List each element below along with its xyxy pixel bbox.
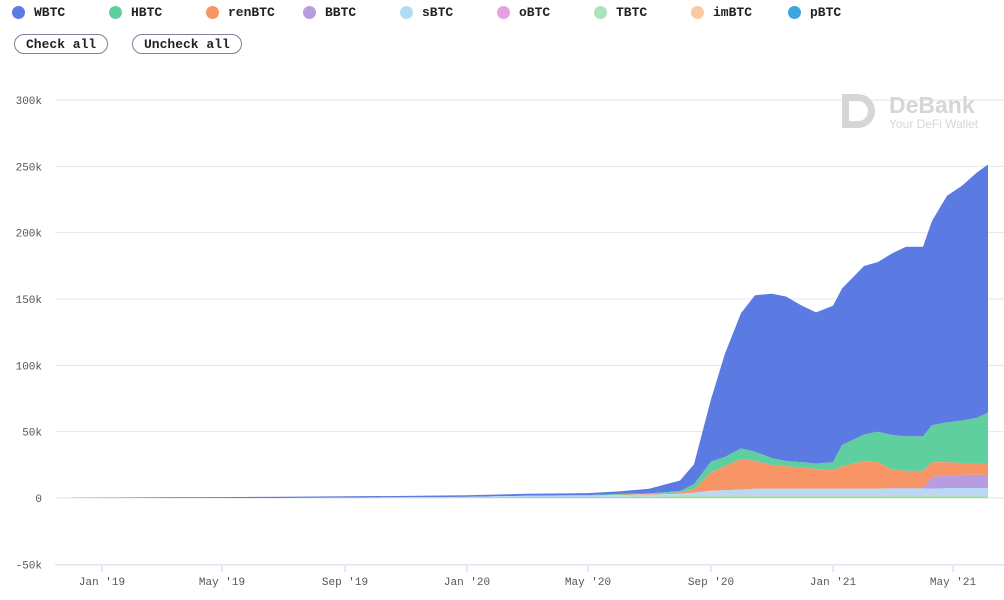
area-wbtc[interactable] — [71, 164, 988, 499]
watermark-brand: DeBank — [889, 92, 975, 118]
legend-dot-icon — [594, 6, 607, 19]
legend-label: imBTC — [713, 5, 753, 20]
legend-dot-icon — [109, 6, 122, 19]
x-tick-label: May '19 — [199, 577, 245, 589]
legend-label: HBTC — [131, 5, 163, 20]
x-tick-label: May '21 — [930, 577, 977, 589]
legend-item-renbtc[interactable]: renBTC — [206, 5, 275, 20]
legend-dot-icon — [303, 6, 316, 19]
y-tick-label: 100k — [16, 361, 43, 373]
y-tick-label: 250k — [16, 162, 43, 174]
legend-dot-icon — [691, 6, 704, 19]
x-tick-label: Sep '19 — [322, 577, 368, 589]
legend-label: renBTC — [228, 5, 275, 20]
x-tick-label: Sep '20 — [688, 577, 734, 589]
x-tick-label: Jan '21 — [810, 577, 857, 589]
area-imbtc[interactable] — [71, 497, 988, 498]
legend-item-hbtc[interactable]: HBTC — [109, 5, 162, 20]
check-all-button[interactable]: Check all — [14, 34, 109, 54]
legend-item-bbtc[interactable]: BBTC — [303, 5, 356, 20]
y-tick-label: 0 — [35, 494, 42, 506]
y-tick-label: 200k — [16, 229, 43, 241]
legend-dot-icon — [400, 6, 413, 19]
legend-item-imbtc[interactable]: imBTC — [691, 5, 752, 20]
y-tick-label: 300k — [16, 96, 43, 108]
legend-item-wbtc[interactable]: WBTC — [12, 5, 65, 20]
y-tick-label: -50k — [16, 560, 43, 572]
legend-dot-icon — [497, 6, 510, 19]
legend-label: WBTC — [34, 5, 66, 20]
legend-dot-icon — [12, 6, 25, 19]
legend-label: sBTC — [422, 5, 454, 20]
y-tick-label: 150k — [16, 295, 43, 307]
legend-item-sbtc[interactable]: sBTC — [400, 5, 453, 20]
watermark-tagline: Your DeFi Wallet — [889, 117, 979, 131]
x-tick-label: May '20 — [565, 577, 611, 589]
legend-item-obtc[interactable]: oBTC — [497, 5, 550, 20]
legend-item-pbtc[interactable]: pBTC — [788, 5, 841, 20]
area-renbtc[interactable] — [71, 459, 988, 498]
legend-dot-icon — [788, 6, 801, 19]
x-tick-label: Jan '20 — [444, 577, 490, 589]
legend-item-tbtc[interactable]: TBTC — [594, 5, 647, 20]
debank-logo-icon — [842, 94, 875, 128]
debank-watermark: DeBank Your DeFi Wallet — [842, 92, 979, 131]
area-tbtc[interactable] — [71, 495, 988, 498]
legend-dot-icon — [206, 6, 219, 19]
uncheck-all-button[interactable]: Uncheck all — [132, 34, 242, 54]
x-tick-label: Jan '19 — [79, 577, 125, 589]
y-tick-label: 50k — [22, 428, 42, 440]
legend-label: TBTC — [616, 5, 648, 20]
legend-label: BBTC — [325, 5, 357, 20]
legend-label: pBTC — [810, 5, 842, 20]
area-sbtc[interactable] — [71, 488, 988, 498]
legend-label: oBTC — [519, 5, 551, 20]
